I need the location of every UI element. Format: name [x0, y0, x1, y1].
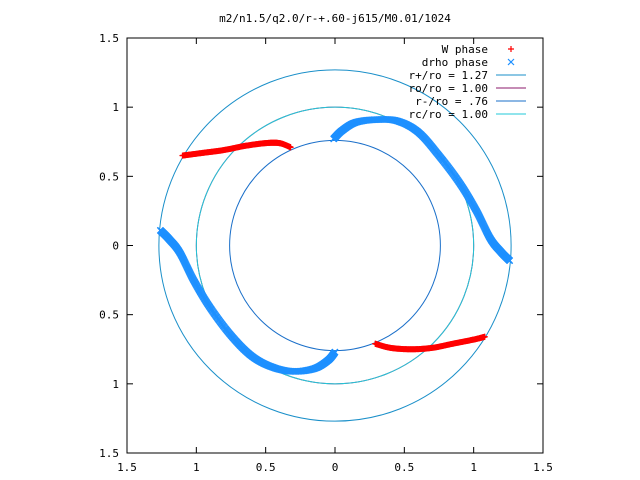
w-phase-series [179, 139, 488, 353]
legend-marker [508, 46, 514, 52]
legend-label: drho phase [422, 56, 488, 69]
w-phase-point [481, 333, 488, 340]
x-tick-label: 0.5 [256, 461, 276, 474]
data-points [156, 115, 514, 375]
w-phase-point [287, 144, 294, 151]
reference-circle [158, 69, 512, 422]
legend-label: W phase [442, 43, 488, 56]
legend-label: rc/ro = 1.00 [409, 108, 488, 121]
y-tick-label: 0.5 [99, 170, 119, 183]
y-tick-label: 1.5 [99, 447, 119, 460]
y-tick-label: 1 [112, 378, 119, 391]
y-tick-label: 1 [112, 101, 119, 114]
legend-label: ro/ro = 1.00 [409, 82, 488, 95]
x-tick-label: 1.5 [117, 461, 137, 474]
x-tick-label: 1 [470, 461, 477, 474]
x-tick-label: 1 [193, 461, 200, 474]
y-tick-label: 0.5 [99, 309, 119, 322]
x-tick-label: 1.5 [533, 461, 553, 474]
x-tick-label: 0 [332, 461, 339, 474]
y-axis-tick-labels: 1.5 1 0.5 0 0.5 1 1.5 [99, 32, 119, 460]
legend-marker [507, 58, 515, 66]
x-axis-tick-labels: 1.5 1 0.5 0 0.5 1 1.5 [117, 461, 553, 474]
axis-ticks [126, 37, 544, 454]
legend-label: r-/ro = .76 [415, 95, 488, 108]
x-tick-label: 0.5 [394, 461, 414, 474]
y-tick-label: 1.5 [99, 32, 119, 45]
drho-phase-series [156, 115, 514, 375]
y-tick-label: 0 [112, 240, 119, 253]
chart-title: m2/n1.5/q2.0/r-+.60-j615/M0.01/1024 [219, 12, 451, 25]
legend-label: r+/ro = 1.27 [409, 69, 488, 82]
drho-phase-point [506, 257, 514, 265]
reference-circles [158, 69, 512, 422]
drho-phase-point [156, 226, 164, 234]
reference-circle [195, 106, 475, 385]
reference-circle [229, 139, 441, 352]
